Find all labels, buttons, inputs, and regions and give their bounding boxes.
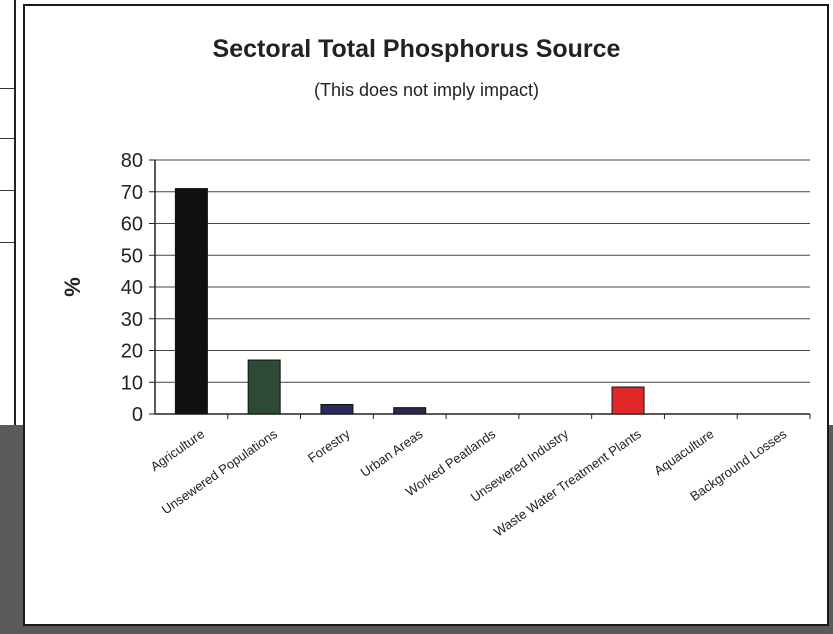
adjacent-chart-edge: [0, 0, 16, 492]
bar-waste-water-treatment-plants: [611, 386, 645, 415]
chart-subtitle: (This does not imply impact): [313, 80, 540, 100]
bar-unsewered-populations: [247, 359, 281, 415]
y-tick-label: 50: [121, 245, 143, 267]
x-tick-label: Agriculture: [148, 426, 208, 474]
x-tick-label: Unsewered Populations: [159, 426, 280, 517]
x-tick-label: Waste Water Treatment Plants: [491, 426, 644, 540]
y-tick-label: 70: [121, 182, 143, 204]
chart-frame: [23, 4, 829, 626]
y-tick-label: 80: [121, 150, 143, 172]
y-tick-label: 0: [132, 404, 143, 426]
x-tick-label: Aquaculture: [651, 426, 716, 478]
bar-agriculture: [174, 188, 208, 415]
y-tick-label: 10: [121, 372, 143, 394]
chart-title: Sectoral Total Phosphorus Source: [212, 35, 621, 63]
bar-forestry: [320, 403, 354, 415]
y-axis-label: %: [60, 277, 85, 297]
y-tick-label: 20: [121, 341, 143, 363]
x-tick-label: Urban Areas: [358, 426, 426, 480]
y-tick-label: 30: [121, 309, 143, 331]
y-tick-label: 60: [121, 214, 143, 236]
y-tick-label: 40: [121, 277, 143, 299]
bar-urban-areas: [393, 407, 427, 415]
x-tick-label: Forestry: [305, 426, 353, 466]
